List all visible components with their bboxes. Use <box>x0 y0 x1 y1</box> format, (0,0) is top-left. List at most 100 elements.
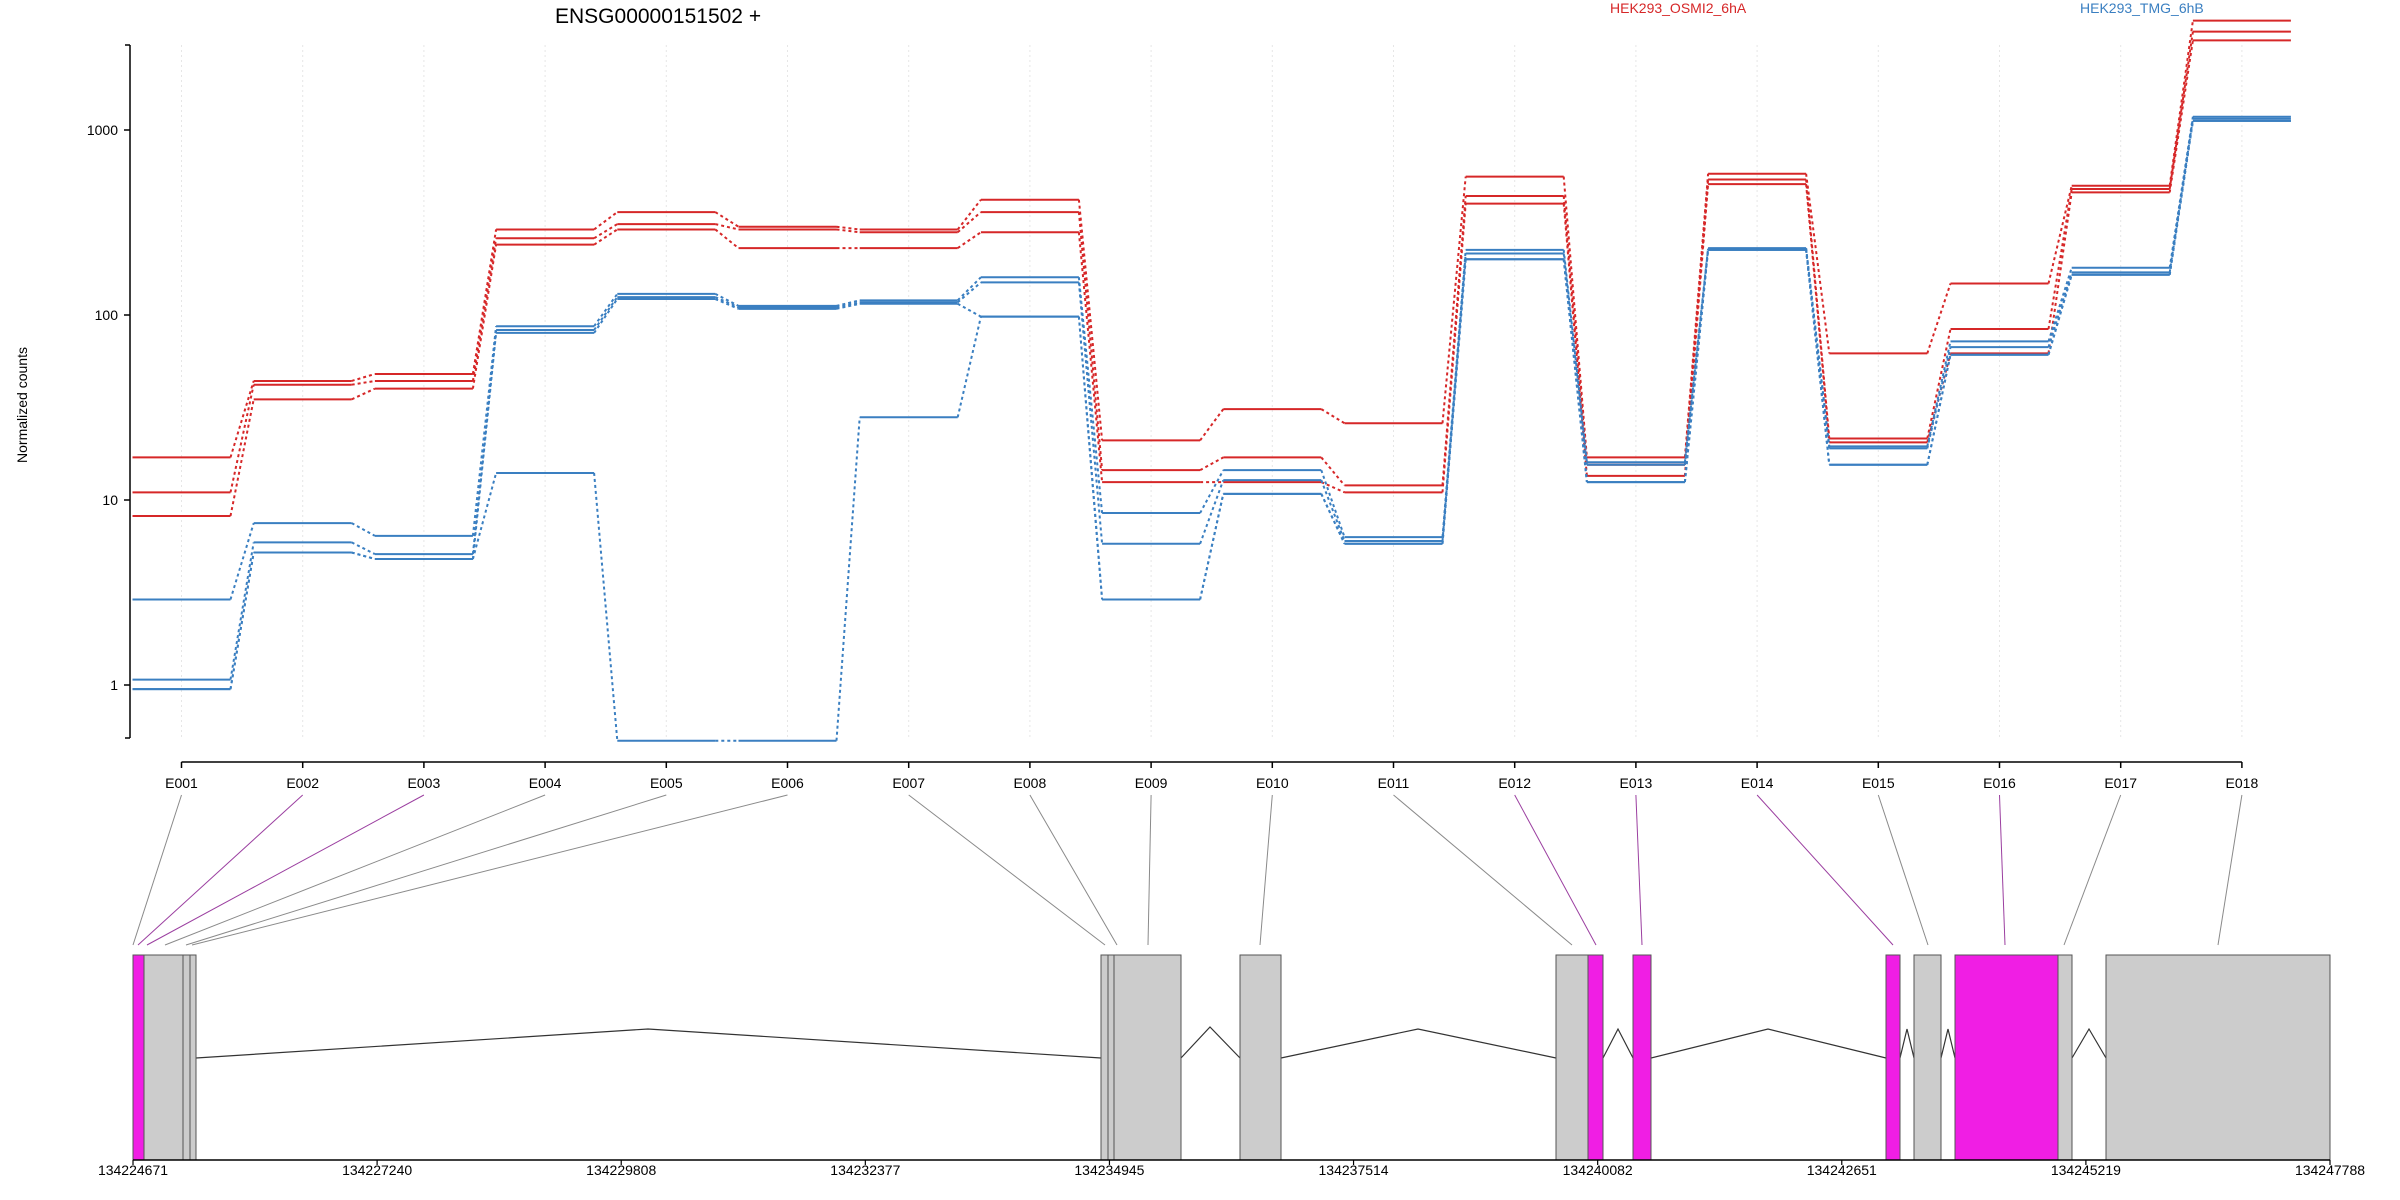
series-3-transition-9 <box>1199 469 1225 514</box>
series-2-transition-2 <box>351 387 376 401</box>
gene-model-track <box>132 954 2331 1161</box>
connector-e012 <box>1514 794 1597 946</box>
exon-block-13 <box>1913 954 1942 1161</box>
series-1-transition-7 <box>957 211 982 234</box>
series-0-transition-1 <box>229 380 255 458</box>
exon-block-12 <box>1885 954 1901 1161</box>
x-tick-label-e016: E016 <box>1983 775 2016 791</box>
exon-block-4 <box>189 954 197 1161</box>
series-5-transition-7 <box>957 302 982 318</box>
series-4-transition-10 <box>1320 479 1346 542</box>
series-1-transition-1 <box>229 384 255 493</box>
y-tick-label-1000: 1000 <box>87 122 118 138</box>
series-6-transition-1 <box>229 552 255 690</box>
genomic-tick-label-5: 134237514 <box>1319 1162 1389 1178</box>
series-0-transition-6 <box>836 225 860 231</box>
series-4-transition-1 <box>229 542 255 680</box>
genomic-tick-label-2: 134229808 <box>586 1162 656 1178</box>
exon-block-9 <box>1555 954 1589 1161</box>
connector-e002 <box>137 794 304 946</box>
series-2-transition-14 <box>1805 184 1831 443</box>
genomic-tick-label-9: 134247788 <box>2295 1162 2365 1178</box>
connector-e013 <box>1635 794 1643 946</box>
series-0-transition-9 <box>1199 408 1225 441</box>
series-4-transition-7 <box>957 281 982 304</box>
x-tick-label-e014: E014 <box>1741 775 1774 791</box>
exon-block-16 <box>2105 954 2331 1161</box>
exon-block-14 <box>1954 954 2059 1161</box>
legend-entry-osmi2: HEK293_OSMI2_6hA <box>1610 0 1747 16</box>
series-0-transition-8 <box>1077 199 1104 441</box>
series-3-transition-1 <box>229 522 255 600</box>
exon-block-10 <box>1587 954 1604 1161</box>
series-0-transition-11 <box>1441 176 1467 424</box>
genomic-tick-label-3: 134232377 <box>830 1162 900 1178</box>
series-4-transition-5 <box>714 296 739 309</box>
series-0-transition-14 <box>1805 173 1831 354</box>
series-2-transition-4 <box>593 228 618 246</box>
x-tick-label-e008: E008 <box>1014 775 1047 791</box>
series-1-transition-10 <box>1320 456 1346 486</box>
x-tick-label-e002: E002 <box>286 775 319 791</box>
exon-block-6 <box>1107 954 1115 1161</box>
exon-block-2 <box>143 954 185 1161</box>
y-axis-label: Normalized counts <box>14 347 30 463</box>
series-4-transition-17 <box>2168 118 2194 273</box>
series-1-transition-5 <box>715 223 739 231</box>
series-6-transition-13 <box>1683 249 1710 483</box>
series-2-transition-7 <box>957 231 982 249</box>
x-tick-label-e010: E010 <box>1256 775 1289 791</box>
exon-block-5 <box>1100 954 1109 1161</box>
series-3-transition-4 <box>593 293 619 327</box>
connector-e009 <box>1147 794 1152 946</box>
x-tick-label-e018: E018 <box>2226 775 2259 791</box>
y-axis: 1 10 100 1000 <box>87 44 131 739</box>
connector-e011 <box>1393 794 1573 946</box>
series-0-transition-16 <box>2047 185 2073 284</box>
series-2-transition-3 <box>471 244 498 389</box>
connector-e006 <box>191 794 788 946</box>
series-lines <box>132 19 2291 742</box>
x-tick-label-e003: E003 <box>408 775 441 791</box>
series-3-transition-5 <box>714 293 739 307</box>
exon-connector-lines <box>132 794 2243 946</box>
series-2-transition-1 <box>229 399 255 517</box>
series-6-transition-9 <box>1199 493 1225 600</box>
x-tick-label-e015: E015 <box>1862 775 1895 791</box>
y-tick-label-1: 1 <box>110 677 118 693</box>
intron-4 <box>1602 1027 1634 1059</box>
genomic-tick-label-8: 134245219 <box>2051 1162 2121 1178</box>
connector-e015 <box>1877 794 1929 946</box>
intron-2 <box>1180 1026 1241 1059</box>
connector-e014 <box>1756 794 1894 946</box>
series-0-transition-10 <box>1320 408 1346 425</box>
intron-7 <box>1940 1028 1956 1059</box>
series-6-transition-6 <box>835 417 861 741</box>
series-4-transition-8 <box>1077 282 1104 544</box>
connector-e004 <box>164 794 546 946</box>
series-5-transition-3 <box>471 332 498 560</box>
series-1-transition-4 <box>593 223 618 240</box>
exon-block-7 <box>1113 954 1182 1161</box>
intron-6 <box>1899 1028 1915 1059</box>
connector-e008 <box>1029 794 1118 946</box>
x-axis-exons: E001 E002 E003 E004 E005 E006 E007 E008 E009 E010… <box>165 761 2259 791</box>
series-6-transition-17 <box>2168 120 2194 275</box>
x-tick-label-e009: E009 <box>1135 775 1168 791</box>
intron-1 <box>195 1028 1102 1059</box>
x-tick-label-e013: E013 <box>1620 775 1653 791</box>
series-4-transition-6 <box>836 301 860 309</box>
vertical-gridlines <box>181 45 2243 738</box>
series-6-transition-16 <box>2047 274 2073 355</box>
series-4-transition-4 <box>593 296 619 331</box>
x-tick-label-e017: E017 <box>2104 775 2137 791</box>
series-5-transition-6 <box>836 302 860 310</box>
series-1-transition-15 <box>1926 328 1952 439</box>
genomic-tick-label-4: 134234945 <box>1074 1162 1144 1178</box>
series-1-transition-17 <box>2168 31 2194 190</box>
legend-entry-tmg: HEK293_TMG_6hB <box>2080 0 2204 16</box>
series-4-transition-16 <box>2047 272 2073 348</box>
series-0-transition-2 <box>351 373 376 382</box>
series-4-transition-9 <box>1199 479 1225 545</box>
